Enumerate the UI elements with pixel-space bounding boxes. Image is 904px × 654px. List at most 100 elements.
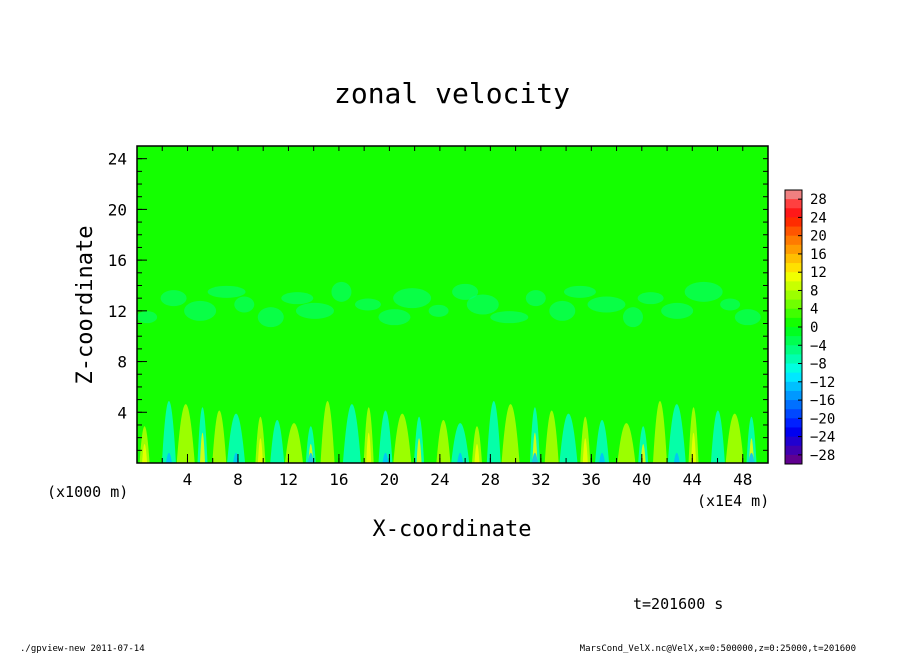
negative-plume	[595, 419, 610, 463]
mid-band-patch	[137, 311, 158, 324]
colorbar-bin	[785, 363, 802, 374]
colorbar-label: 20	[810, 229, 827, 245]
mid-band-patch	[720, 298, 741, 311]
x-axis-label: X-coordinate	[373, 517, 532, 542]
colorbar-bin	[785, 199, 802, 209]
mid-band-patch	[184, 300, 217, 321]
surface-blue-patch	[531, 452, 538, 463]
negative-plume	[559, 413, 578, 463]
footer-right: MarsCond_VelX.nc@VelX,x=0:500000,z=0:250…	[580, 644, 856, 654]
plume-peak	[582, 438, 588, 463]
y-tick-label: 24	[108, 150, 127, 169]
x-unit-note: (x1E4 m)	[697, 492, 769, 510]
mid-band-patch	[637, 292, 664, 305]
colorbar-label: −8	[810, 357, 827, 373]
x-axis-ticks: 4 8 12 16 20 24 28 32 36 40 44 48	[161, 146, 769, 489]
negative-plume	[451, 423, 470, 463]
mid-band-patch	[466, 294, 499, 315]
colorbar-bin	[785, 253, 802, 264]
mid-band-patch	[428, 304, 449, 317]
mid-band-patch	[622, 307, 643, 328]
colorbar-bin	[785, 317, 802, 328]
colorbar-label: −12	[810, 375, 835, 391]
plume-peak	[366, 432, 372, 463]
z-unit-note: (x1000 m)	[47, 483, 128, 501]
colorbar-label: 28	[810, 192, 827, 208]
colorbar-bin	[785, 290, 802, 301]
colorbar-bin	[785, 281, 802, 291]
time-label: t=201600 s	[633, 595, 723, 613]
negative-plume	[667, 404, 686, 463]
mid-band-patch	[490, 311, 529, 324]
colorbar-bin	[785, 454, 802, 465]
mid-band-patch	[257, 307, 284, 328]
positive-plume	[320, 400, 335, 463]
negative-plume	[270, 419, 285, 463]
plot-frame	[136, 145, 769, 464]
x-tick-label: 40	[632, 470, 651, 489]
mid-band-patch	[331, 281, 352, 302]
negative-plume	[342, 404, 361, 463]
negative-plume	[161, 400, 176, 463]
colorbar-label: −4	[810, 338, 827, 354]
colorbar-label: −28	[810, 448, 835, 464]
colorbar-bin	[785, 299, 802, 310]
positive-plume	[544, 410, 559, 463]
x-tick-label: 44	[683, 470, 702, 489]
positive-plume	[284, 423, 303, 463]
mid-band-patch	[587, 296, 626, 313]
y-tick-label: 20	[108, 200, 127, 219]
colorbar-bin	[785, 381, 802, 392]
plume-peak	[416, 438, 422, 463]
surface-blue-patch	[457, 452, 464, 463]
surface-blue-patch	[599, 452, 606, 463]
positive-plume	[176, 404, 195, 463]
colorbar: 28 24 20 16 12 8 4 0 −4 −8 −12 −16 −20 −24 −28	[784, 189, 835, 465]
mid-band-patch	[452, 283, 479, 300]
mid-band-patch	[295, 302, 334, 319]
y-axis-label: Z-coordinate	[73, 226, 98, 385]
mid-band-patch	[563, 285, 596, 298]
colorbar-bin	[785, 372, 802, 383]
negative-plume	[486, 400, 501, 463]
y-axis-ticks: 4 8 12 16 20 24	[108, 145, 768, 451]
surface-blue-patch	[748, 452, 755, 463]
surface-blue-patch	[307, 452, 314, 463]
x-tick-label: 24	[430, 470, 449, 489]
x-tick-label: 32	[531, 470, 550, 489]
negative-plume	[378, 410, 393, 463]
mid-band-patch	[281, 292, 314, 305]
colorbar-bin	[785, 345, 802, 355]
colorbar-bin	[785, 409, 802, 419]
colorbar-bin	[785, 336, 802, 346]
x-tick-label: 8	[233, 470, 243, 489]
plume-peak	[257, 438, 263, 463]
mid-band-patch	[378, 309, 411, 326]
positive-plume	[436, 419, 451, 463]
mid-band-patch	[549, 300, 576, 321]
x-tick-label: 12	[279, 470, 298, 489]
colorbar-label: 8	[810, 283, 818, 299]
plume-peak	[474, 443, 480, 463]
colorbar-bin	[785, 436, 802, 447]
colorbar-bin	[785, 354, 802, 365]
colorbar-bin	[785, 327, 802, 337]
mid-band-patch	[354, 298, 381, 311]
x-tick-label: 4	[183, 470, 193, 489]
negative-plume	[227, 413, 246, 463]
footer-left: ./gpview-new 2011-07-14	[20, 644, 145, 654]
y-tick-label: 4	[117, 403, 127, 422]
y-tick-label: 12	[108, 302, 127, 321]
colorbar-bin	[785, 390, 802, 401]
velocity-field	[137, 146, 768, 463]
colorbar-bin	[785, 418, 802, 428]
colorbar-label: 12	[810, 265, 827, 281]
colorbar-label: −16	[810, 393, 835, 409]
colorbar-bin	[785, 190, 802, 200]
surface-blue-patch	[382, 452, 389, 463]
colorbar-bin	[785, 263, 802, 273]
y-tick-label: 16	[108, 251, 127, 270]
colorbar-bin	[785, 217, 802, 228]
positive-plume	[501, 404, 520, 463]
mid-band-patch	[234, 296, 255, 313]
